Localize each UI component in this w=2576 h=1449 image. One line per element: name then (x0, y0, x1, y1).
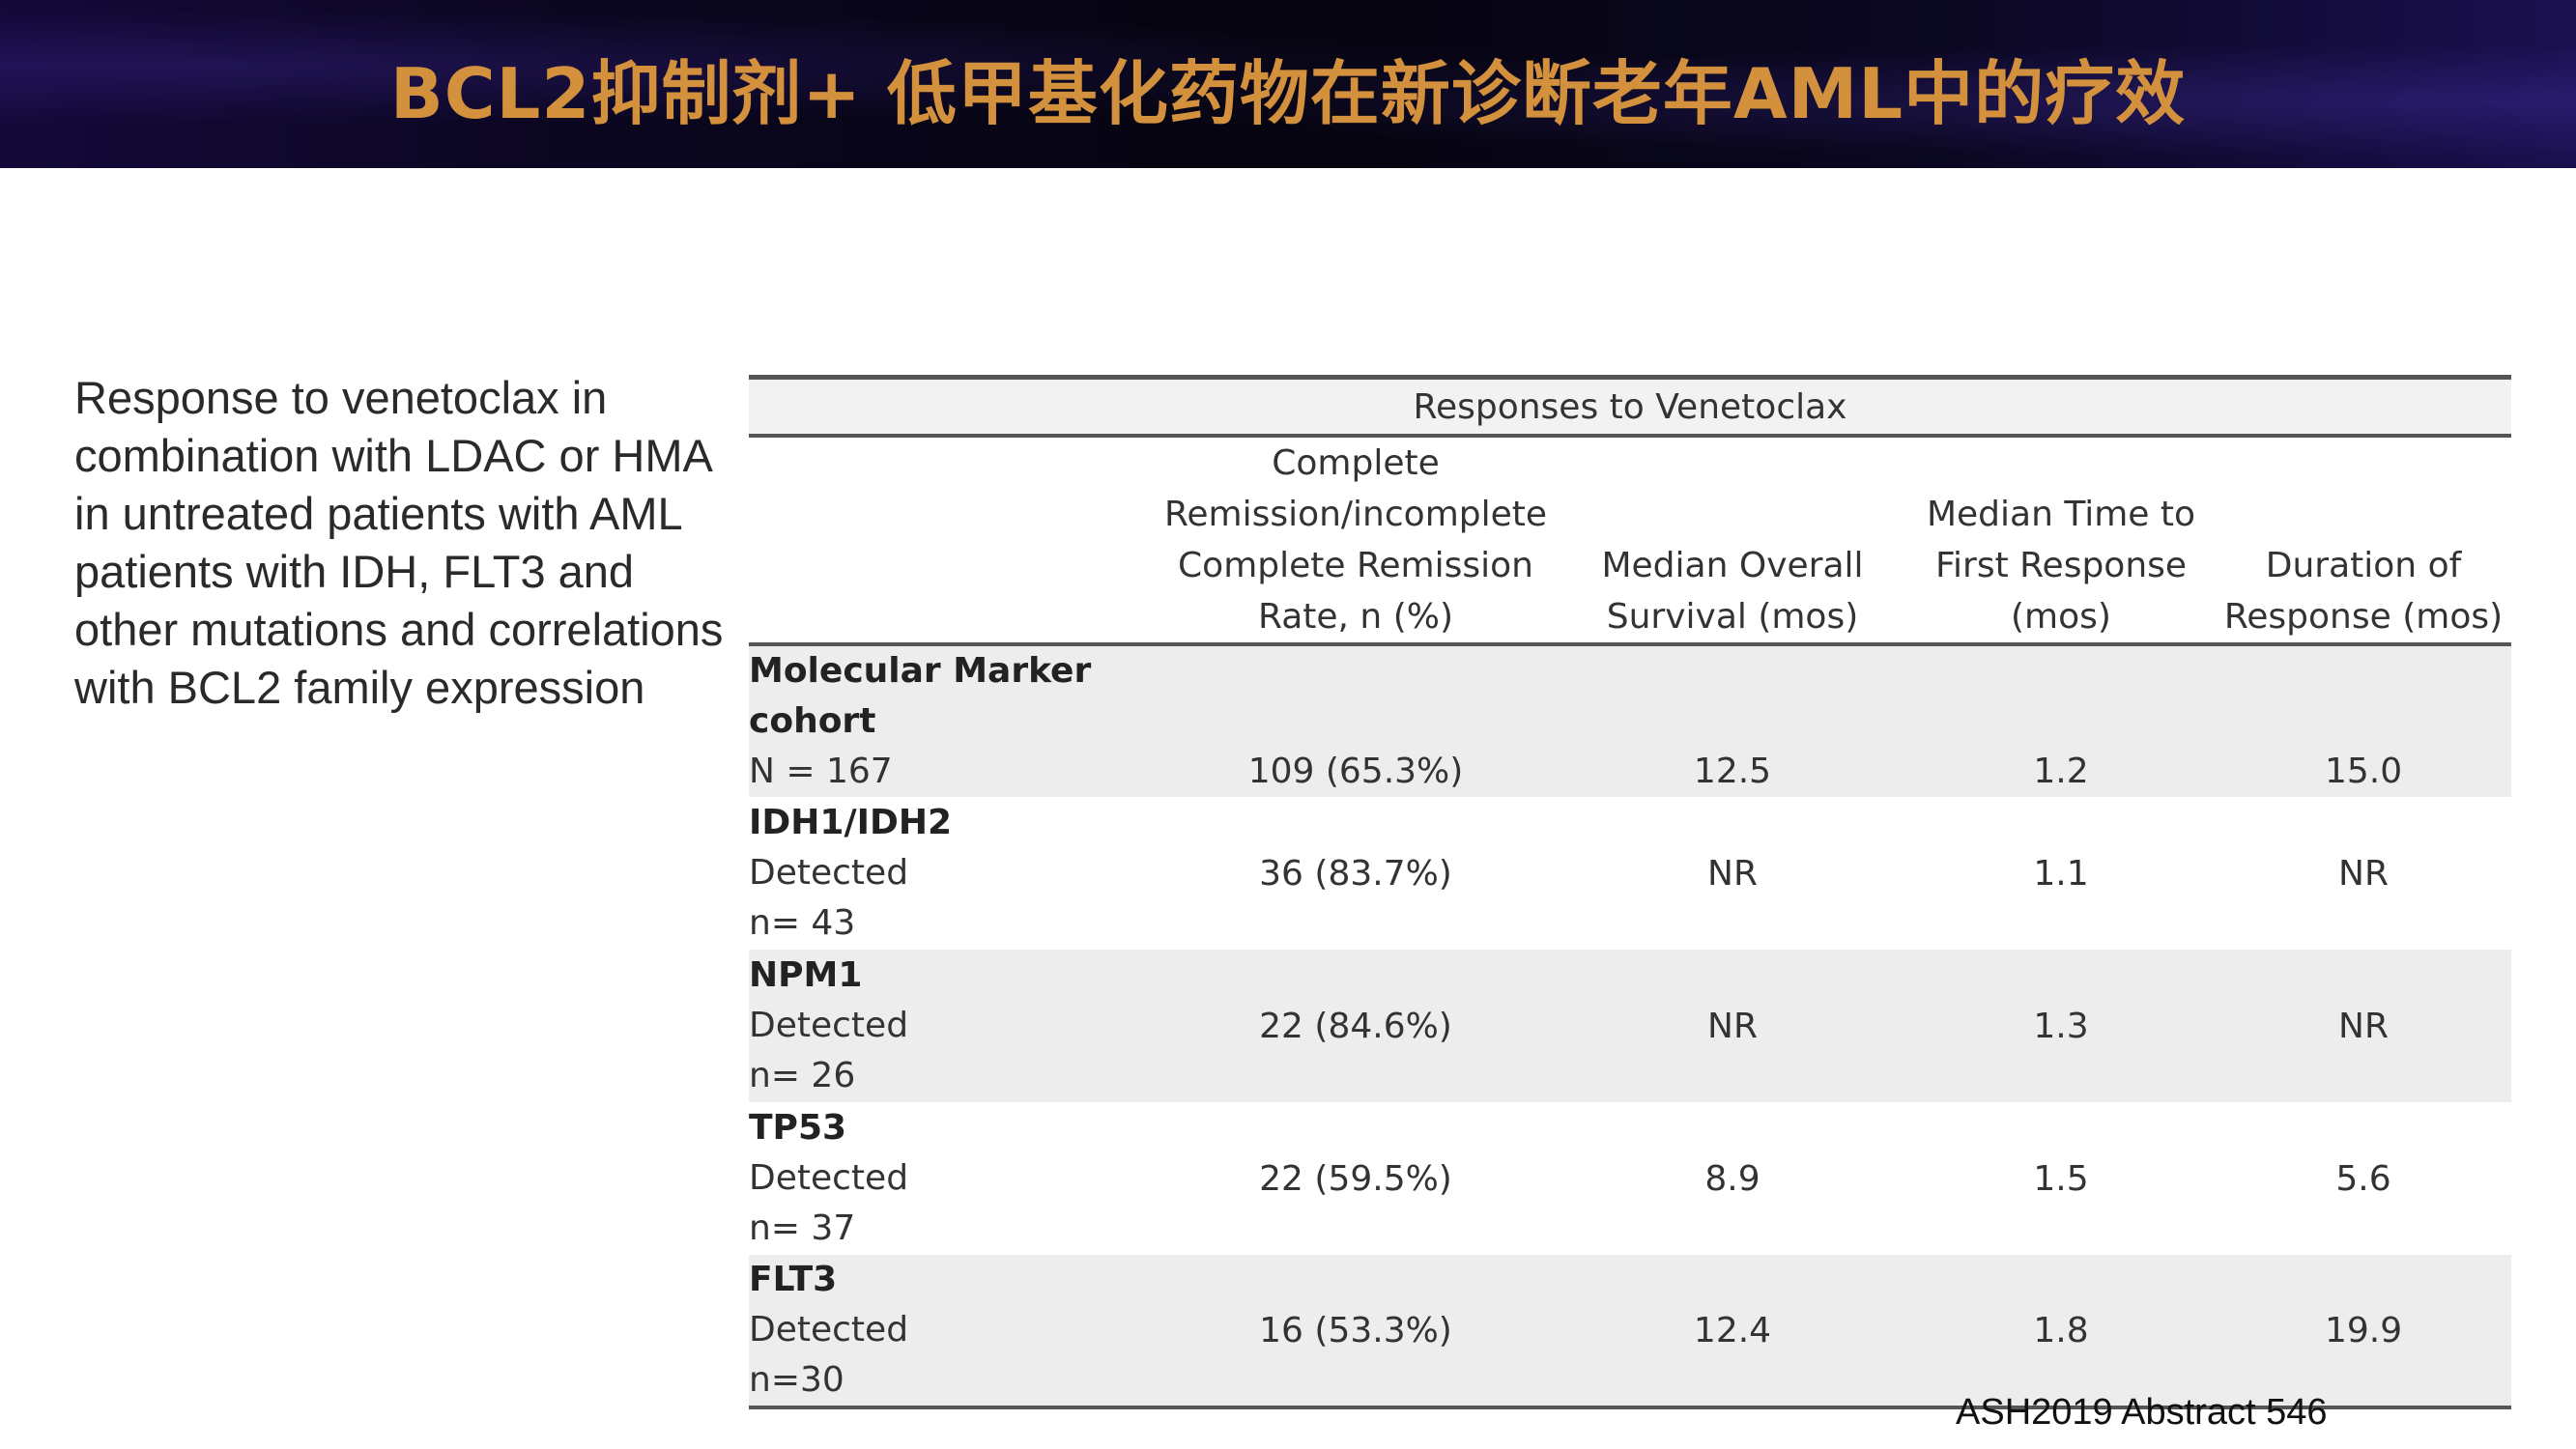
marker-name: NPM1 (749, 955, 863, 995)
table-header-row: Complete Remission/incomplete Complete R… (749, 436, 2512, 646)
median-os-cell: 12.5 (1559, 644, 1906, 797)
column-header-cr-rate: Complete Remission/incomplete Complete R… (1153, 436, 1559, 646)
cr-rate-cell: 109 (65.3%) (1153, 644, 1559, 797)
duration-cell: NR (2216, 797, 2512, 950)
marker-cell: FLT3 Detected n=30 (749, 1255, 1153, 1409)
duration-cell: NR (2216, 950, 2512, 1102)
time-to-response-cell: 1.3 (1906, 950, 2216, 1102)
description-text: Response to venetoclax in combination wi… (74, 372, 724, 713)
table-caption: Responses to Venetoclax (749, 375, 2512, 438)
table-row: TP53 Detected n= 37 22 (59.5%) 8.9 1.5 5… (749, 1102, 2512, 1255)
marker-cell: IDH1/IDH2 Detected n= 43 (749, 797, 1153, 950)
slide-title: BCL2抑制剂+ 低甲基化药物在新诊断老年AML中的疗效 (389, 53, 2187, 134)
marker-count: N = 167 (749, 752, 893, 791)
table-row: FLT3 Detected n=30 16 (53.3%) 12.4 1.8 1… (749, 1255, 2512, 1409)
duration-cell: 5.6 (2216, 1102, 2512, 1255)
table-caption-row: Responses to Venetoclax (749, 375, 2512, 438)
marker-name: TP53 (749, 1108, 847, 1148)
median-os-cell: 12.4 (1559, 1255, 1906, 1409)
marker-name: IDH1/IDH2 (749, 803, 953, 842)
marker-count: n= 37 (749, 1208, 856, 1248)
column-header-duration: Duration of Response (mos) (2216, 436, 2512, 646)
marker-status: Detected (749, 1158, 909, 1198)
time-to-response-cell: 1.1 (1906, 797, 2216, 950)
table-row: IDH1/IDH2 Detected n= 43 36 (83.7%) NR 1… (749, 797, 2512, 950)
response-table: Responses to Venetoclax Complete Remissi… (749, 375, 2512, 1409)
column-header-marker (749, 436, 1153, 646)
marker-count: n=30 (749, 1360, 844, 1400)
header-banner (0, 0, 2576, 168)
cr-rate-cell: 36 (83.7%) (1153, 797, 1559, 950)
median-os-cell: NR (1559, 797, 1906, 950)
response-table-container: Responses to Venetoclax Complete Remissi… (749, 375, 2512, 1409)
marker-status: Detected (749, 853, 909, 893)
time-to-response-cell: 1.2 (1906, 644, 2216, 797)
duration-cell: 19.9 (2216, 1255, 2512, 1409)
marker-cell: Molecular Marker cohort N = 167 (749, 644, 1153, 797)
cr-rate-cell: 22 (59.5%) (1153, 1102, 1559, 1255)
marker-count: n= 26 (749, 1056, 856, 1095)
median-os-cell: 8.9 (1559, 1102, 1906, 1255)
column-header-median-os: Median Overall Survival (mos) (1559, 436, 1906, 646)
marker-cell: TP53 Detected n= 37 (749, 1102, 1153, 1255)
table-row: NPM1 Detected n= 26 22 (84.6%) NR 1.3 NR (749, 950, 2512, 1102)
cr-rate-cell: 16 (53.3%) (1153, 1255, 1559, 1409)
table-row: Molecular Marker cohort N = 167 109 (65.… (749, 644, 2512, 797)
duration-cell: 15.0 (2216, 644, 2512, 797)
cr-rate-cell: 22 (84.6%) (1153, 950, 1559, 1102)
column-header-time-to-response: Median Time to First Response (mos) (1906, 436, 2216, 646)
marker-name: FLT3 (749, 1260, 838, 1299)
time-to-response-cell: 1.8 (1906, 1255, 2216, 1409)
marker-name: Molecular Marker cohort (749, 651, 1092, 741)
marker-status: Detected (749, 1006, 909, 1045)
time-to-response-cell: 1.5 (1906, 1102, 2216, 1255)
source-citation: ASH2019 Abstract 546 (1956, 1392, 2328, 1433)
marker-status: Detected (749, 1310, 909, 1350)
marker-count: n= 43 (749, 903, 856, 943)
marker-cell: NPM1 Detected n= 26 (749, 950, 1153, 1102)
median-os-cell: NR (1559, 950, 1906, 1102)
